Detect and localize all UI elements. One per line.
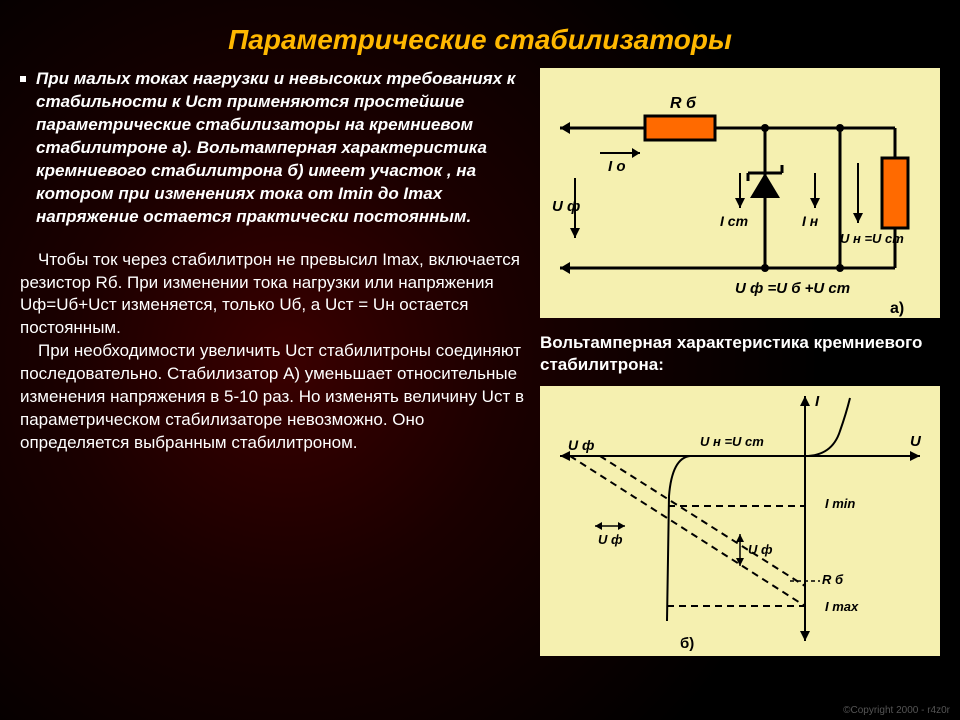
copyright: ©Copyright 2000 - r4z0r [843, 705, 950, 716]
content-row: При малых токах нагрузки и невысоких тре… [0, 68, 960, 656]
label-rb-graph: R б [822, 572, 844, 587]
page-title: Параметрические стабилизаторы [0, 0, 960, 68]
label-un-graph: U н =U ст [700, 434, 764, 449]
label-panel-b: б) [680, 635, 694, 652]
label-rb: R б [670, 95, 697, 112]
label-io: I о [608, 158, 626, 175]
circuit-diagram: R б I о I ст [540, 68, 940, 318]
label-panel-a: a) [890, 300, 904, 317]
paragraph-1: Чтобы ток через стабилитрон не превысил … [20, 249, 524, 341]
axis-u: U [910, 433, 922, 450]
label-imax: I max [825, 599, 859, 614]
label-ueq: U ф =U б +U ст [735, 280, 850, 297]
label-in: I н [802, 213, 819, 229]
label-duf: U ф [598, 532, 623, 547]
bullet-block: При малых токах нагрузки и невысоких тре… [20, 68, 524, 229]
left-column: При малых токах нагрузки и невысоких тре… [20, 68, 524, 656]
paragraph-2: При необходимости увеличить Uст стабилит… [20, 340, 524, 455]
bullet-icon [20, 76, 26, 82]
right-column: R б I о I ст [540, 68, 940, 656]
label-uf-r: U ф [748, 542, 773, 557]
label-uf: U ф [552, 198, 580, 215]
bullet-text: При малых токах нагрузки и невысоких тре… [36, 68, 524, 229]
iv-graph: I U U н =U ст U ф I min I max [540, 386, 940, 656]
label-ict: I ст [720, 213, 748, 229]
axis-i: I [815, 393, 820, 410]
label-uf-left: U ф [568, 437, 594, 453]
graph-caption: Вольтамперная характеристика кремниевого… [540, 332, 940, 376]
label-imin: I min [825, 496, 855, 511]
label-un: U н =U ст [840, 231, 904, 246]
